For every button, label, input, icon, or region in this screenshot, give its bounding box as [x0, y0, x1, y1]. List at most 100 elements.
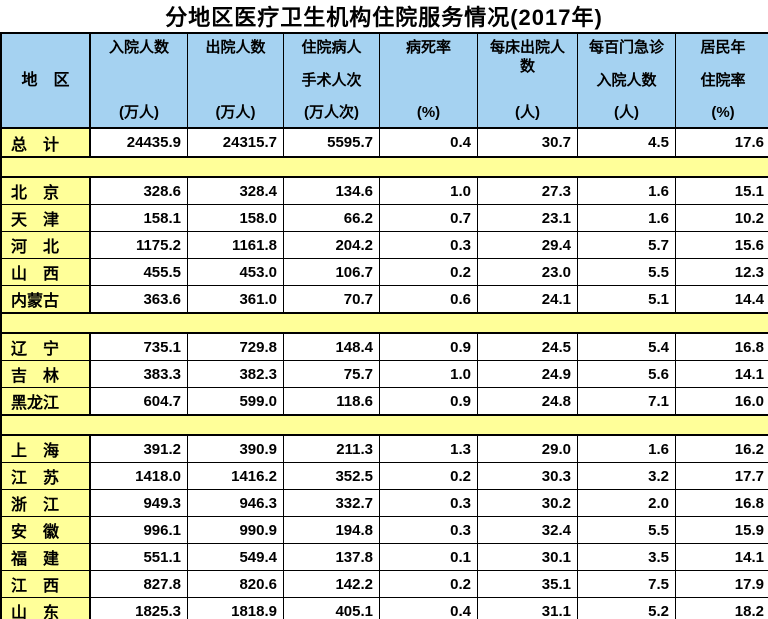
total-label: 总 计: [2, 129, 91, 156]
value-cell: 5.4: [578, 334, 676, 360]
value-cell: 17.7: [734, 467, 764, 485]
value-cell: 134.6: [284, 178, 380, 204]
value-cell: 204.2: [284, 232, 380, 258]
table-row: 浙 江 949.3 946.3 332.7 0.3 30.2 2.0 16.8: [2, 490, 768, 517]
value-cell: 5.1: [578, 286, 676, 312]
value-cell: 729.8: [188, 334, 284, 360]
value-cell: 30.2: [478, 490, 578, 516]
column-unit: (万人): [215, 104, 256, 122]
value-cell: 158.0: [188, 205, 284, 231]
table-row: 辽 宁 735.1 729.8 148.4 0.9 24.5 5.4 16.8: [2, 334, 768, 361]
value-cell: 24.1: [478, 286, 578, 312]
column-header-2: 出院人数 (万人): [188, 34, 284, 127]
value-cell: 118.6: [284, 388, 380, 414]
value-cell: 14.4: [734, 290, 764, 308]
value-cell: 0.4: [380, 598, 478, 619]
value-cell: 1818.9: [188, 598, 284, 619]
value-cell: 24315.7: [188, 129, 284, 156]
value-cell: 3.2: [578, 463, 676, 489]
value-cell: 4.5: [578, 129, 676, 156]
value-cell: 0.3: [380, 232, 478, 258]
value-cell: 30.3: [478, 463, 578, 489]
value-cell: 142.2: [284, 571, 380, 597]
value-cell: 23.0: [478, 259, 578, 285]
value-cell: 16.0: [734, 392, 764, 410]
region-name: 福 建: [2, 544, 91, 570]
value-cell: 382.3: [188, 361, 284, 387]
value-cell: 24.9: [478, 361, 578, 387]
value-cell: 1.6: [578, 205, 676, 231]
value-cell: 996.1: [91, 517, 188, 543]
value-cell: 24.5: [478, 334, 578, 360]
region-name: 安 徽: [2, 517, 91, 543]
table-row: 天 津 158.1 158.0 66.2 0.7 23.1 1.6 10.2: [2, 205, 768, 232]
value-cell: 5.2: [578, 598, 676, 619]
value-cell: 735.1: [91, 334, 188, 360]
column-title: 住院病人: [301, 39, 362, 56]
total-row: 总 计 24435.9 24315.7 5595.7 0.4 30.7 4.5 17.6: [2, 129, 768, 156]
value-cell: 5.5: [578, 517, 676, 543]
column-header-3: 住院病人 手术人次 (万人次): [284, 34, 380, 127]
value-cell: 551.1: [91, 544, 188, 570]
value-cell: 949.3: [91, 490, 188, 516]
value-cell: 158.1: [91, 205, 188, 231]
region-group-1: 北 京 328.6 328.4 134.6 1.0 27.3 1.6 15.1 天 津 158.1…: [2, 178, 768, 312]
region-group-2: 辽 宁 735.1 729.8 148.4 0.9 24.5 5.4 16.8 吉 林 383.3…: [2, 334, 768, 414]
column-title: 出院人数: [205, 39, 266, 56]
region-name: 北 京: [2, 178, 91, 204]
value-cell: 23.1: [478, 205, 578, 231]
region-group-3: 上 海 391.2 390.9 211.3 1.3 29.0 1.6 16.2 江 苏 1418.…: [2, 436, 768, 619]
value-cell: 0.4: [380, 129, 478, 156]
value-cell: 1.0: [380, 361, 478, 387]
column-header-4: 病死率 (%): [380, 34, 478, 127]
value-cell: 0.1: [380, 544, 478, 570]
value-cell: 390.9: [188, 436, 284, 462]
value-cell: 15.9: [734, 521, 764, 539]
value-cell: 1.6: [578, 436, 676, 462]
column-header-region: 地 区: [2, 34, 91, 127]
column-unit: (%): [711, 104, 735, 122]
value-cell: 1.0: [380, 178, 478, 204]
value-cell: 0.2: [380, 259, 478, 285]
value-cell: 15.1: [734, 182, 764, 200]
value-cell: 35.1: [478, 571, 578, 597]
column-unit: (万人): [119, 104, 159, 122]
region-name: 黑龙江: [2, 388, 91, 414]
value-cell: 0.3: [380, 517, 478, 543]
value-cell: 827.8: [91, 571, 188, 597]
table-row: 上 海 391.2 390.9 211.3 1.3 29.0 1.6 16.2: [2, 436, 768, 463]
column-header-6: 每百门急诊 入院人数 (人): [578, 34, 676, 127]
column-subtitle: 住院率: [700, 71, 746, 89]
value-cell: 2.0: [578, 490, 676, 516]
column-unit: (万人次): [304, 104, 359, 122]
value-cell: 1161.8: [188, 232, 284, 258]
value-cell: 7.5: [578, 571, 676, 597]
value-cell: 70.7: [284, 286, 380, 312]
value-cell: 361.0: [188, 286, 284, 312]
value-cell: 27.3: [478, 178, 578, 204]
value-cell: 12.3: [734, 263, 764, 281]
value-cell: 0.2: [380, 463, 478, 489]
value-cell: 1.6: [578, 178, 676, 204]
value-cell: 405.1: [284, 598, 380, 619]
value-cell: 32.4: [478, 517, 578, 543]
table-row: 内蒙古 363.6 361.0 70.7 0.6 24.1 5.1 14.4: [2, 286, 768, 312]
region-name: 内蒙古: [2, 286, 91, 312]
table-row: 福 建 551.1 549.4 137.8 0.1 30.1 3.5 14.1: [2, 544, 768, 571]
value-cell: 453.0: [188, 259, 284, 285]
value-cell: 30.1: [478, 544, 578, 570]
region-name: 辽 宁: [2, 334, 91, 360]
value-cell: 328.6: [91, 178, 188, 204]
value-cell: 599.0: [188, 388, 284, 414]
table-row: 吉 林 383.3 382.3 75.7 1.0 24.9 5.6 14.1: [2, 361, 768, 388]
region-name: 浙 江: [2, 490, 91, 516]
value-cell: 16.8: [734, 338, 764, 356]
table-row: 山 东 1825.3 1818.9 405.1 0.4 31.1 5.2 18.2: [2, 598, 768, 619]
table-body: 总 计 24435.9 24315.7 5595.7 0.4 30.7 4.5 17.6 北 京…: [2, 129, 768, 619]
value-cell: 15.6: [734, 236, 764, 254]
table-row: 安 徽 996.1 990.9 194.8 0.3 32.4 5.5 15.9: [2, 517, 768, 544]
value-cell: 30.7: [478, 129, 578, 156]
value-cell: 14.1: [734, 365, 764, 383]
value-cell: 0.9: [380, 388, 478, 414]
group-spacer: [2, 156, 768, 178]
